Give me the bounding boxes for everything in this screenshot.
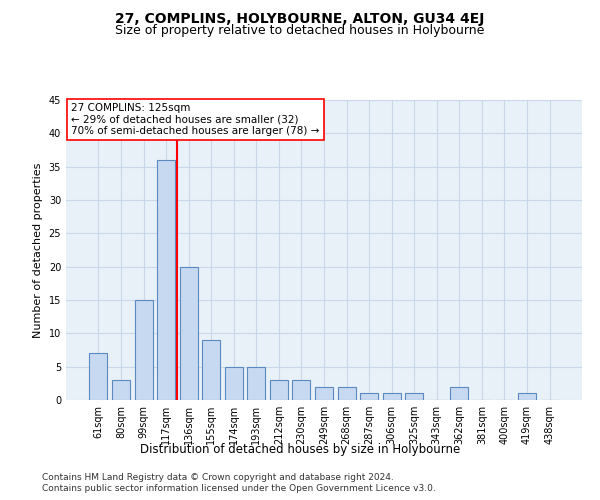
Bar bbox=[179, 266, 198, 400]
Bar bbox=[405, 394, 423, 400]
Bar bbox=[202, 340, 220, 400]
Bar bbox=[315, 386, 333, 400]
Bar bbox=[338, 386, 356, 400]
Bar bbox=[247, 366, 265, 400]
Bar bbox=[360, 394, 378, 400]
Text: Size of property relative to detached houses in Holybourne: Size of property relative to detached ho… bbox=[115, 24, 485, 37]
Bar bbox=[518, 394, 536, 400]
Text: Contains HM Land Registry data © Crown copyright and database right 2024.: Contains HM Land Registry data © Crown c… bbox=[42, 472, 394, 482]
Bar bbox=[270, 380, 288, 400]
Bar bbox=[450, 386, 469, 400]
Bar bbox=[89, 354, 107, 400]
Text: Distribution of detached houses by size in Holybourne: Distribution of detached houses by size … bbox=[140, 442, 460, 456]
Bar bbox=[157, 160, 175, 400]
Text: 27 COMPLINS: 125sqm
← 29% of detached houses are smaller (32)
70% of semi-detach: 27 COMPLINS: 125sqm ← 29% of detached ho… bbox=[71, 103, 320, 136]
Bar bbox=[225, 366, 243, 400]
Y-axis label: Number of detached properties: Number of detached properties bbox=[33, 162, 43, 338]
Bar bbox=[112, 380, 130, 400]
Text: 27, COMPLINS, HOLYBOURNE, ALTON, GU34 4EJ: 27, COMPLINS, HOLYBOURNE, ALTON, GU34 4E… bbox=[115, 12, 485, 26]
Bar bbox=[383, 394, 401, 400]
Bar bbox=[292, 380, 310, 400]
Text: Contains public sector information licensed under the Open Government Licence v3: Contains public sector information licen… bbox=[42, 484, 436, 493]
Bar bbox=[134, 300, 152, 400]
